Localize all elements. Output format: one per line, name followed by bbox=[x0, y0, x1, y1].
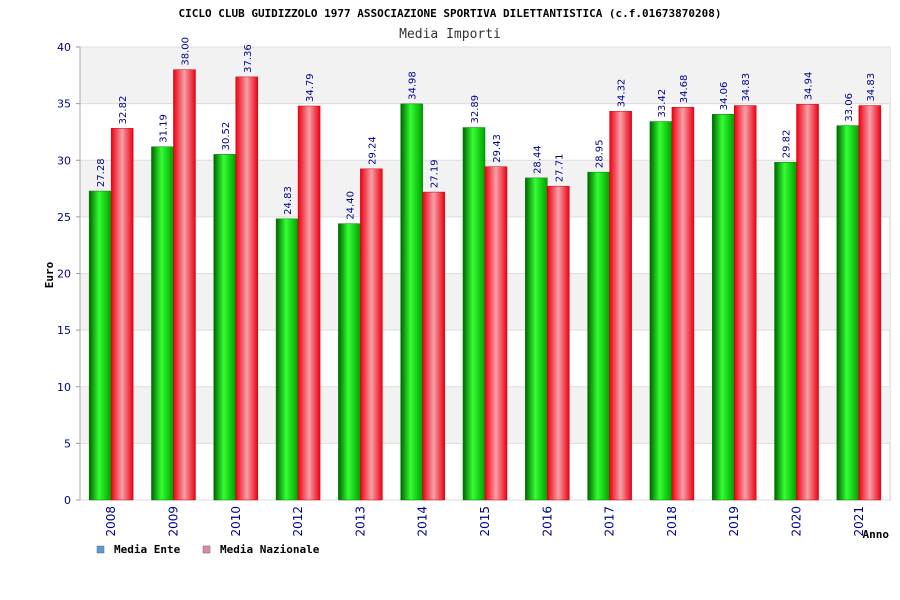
x-tick-label: 2008 bbox=[104, 506, 118, 537]
value-label: 34.83 bbox=[866, 73, 877, 102]
value-label: 33.06 bbox=[844, 93, 855, 122]
value-label: 34.94 bbox=[804, 72, 815, 101]
bar-media-nazionale-2009 bbox=[173, 69, 196, 501]
legend-swatch bbox=[202, 545, 211, 554]
plot-band bbox=[80, 47, 890, 104]
bar-media-ente-2019 bbox=[711, 114, 735, 501]
x-axis-ticks: 2008 2009 2010 2012 2013 2014 2015 2016 2017 2018… bbox=[104, 506, 866, 537]
legend-label: Media Ente bbox=[114, 543, 181, 556]
bar-media-ente-2021 bbox=[836, 125, 860, 501]
value-label: 24.83 bbox=[283, 186, 294, 215]
legend-swatch bbox=[96, 545, 105, 554]
bar-media-nazionale-2015 bbox=[484, 166, 508, 501]
bar-media-nazionale-2018 bbox=[671, 106, 695, 501]
value-label: 34.83 bbox=[741, 73, 752, 102]
bar-media-nazionale-2008 bbox=[110, 128, 134, 501]
value-label: 29.24 bbox=[367, 136, 378, 165]
value-label: 34.06 bbox=[719, 82, 730, 111]
value-label: 33.42 bbox=[657, 89, 668, 118]
value-label: 29.82 bbox=[782, 130, 793, 159]
y-axis-label: Euro bbox=[43, 261, 56, 288]
y-tick-label: 15 bbox=[57, 324, 71, 337]
value-label: 27.19 bbox=[430, 159, 441, 188]
bar-media-nazionale-2013 bbox=[360, 168, 383, 501]
legend-label: Media Nazionale bbox=[220, 543, 320, 556]
y-tick-label: 10 bbox=[57, 381, 71, 394]
bar-media-ente-2020 bbox=[774, 162, 797, 501]
bar-media-ente-2018 bbox=[649, 121, 673, 501]
bar-media-nazionale-2016 bbox=[547, 185, 570, 501]
chart-title: CICLO CLUB GUIDIZZOLO 1977 ASSOCIAZIONE … bbox=[178, 7, 721, 20]
x-axis-label: Anno bbox=[863, 528, 890, 541]
x-tick-label: 2015 bbox=[478, 506, 492, 537]
y-tick-label: 40 bbox=[57, 41, 71, 54]
x-tick-label: 2010 bbox=[229, 506, 243, 537]
bar-media-ente-2012 bbox=[275, 218, 299, 501]
bar-media-ente-2017 bbox=[587, 171, 610, 501]
value-label: 34.79 bbox=[305, 73, 316, 102]
bar-media-nazionale-2017 bbox=[609, 111, 632, 501]
y-axis-ticks: 0 5 10 15 20 25 30 35 40 bbox=[57, 41, 81, 507]
value-label: 31.19 bbox=[158, 114, 169, 143]
value-label: 34.98 bbox=[408, 71, 419, 100]
value-label: 27.71 bbox=[554, 154, 565, 183]
y-tick-label: 5 bbox=[64, 437, 71, 450]
bar-media-nazionale-2012 bbox=[297, 105, 321, 501]
x-tick-label: 2020 bbox=[790, 506, 804, 537]
bar-media-nazionale-2020 bbox=[796, 104, 819, 501]
value-label: 28.44 bbox=[532, 145, 543, 174]
value-label: 28.95 bbox=[595, 140, 606, 169]
bar-media-ente-2010 bbox=[213, 154, 237, 501]
value-label: 30.52 bbox=[221, 122, 232, 151]
value-label: 24.40 bbox=[345, 191, 356, 220]
bar-media-nazionale-2014 bbox=[422, 191, 445, 501]
y-tick-label: 30 bbox=[57, 154, 71, 167]
value-label: 29.43 bbox=[492, 134, 503, 163]
y-tick-label: 0 bbox=[64, 494, 71, 507]
x-tick-label: 2017 bbox=[603, 506, 617, 537]
value-label: 34.32 bbox=[617, 79, 628, 108]
legend: Media Ente Media Nazionale bbox=[96, 543, 320, 556]
bars bbox=[88, 69, 882, 501]
bar-media-ente-2013 bbox=[338, 223, 361, 501]
x-tick-label: 2013 bbox=[353, 506, 367, 537]
bar-media-ente-2009 bbox=[151, 146, 174, 501]
bar-media-nazionale-2021 bbox=[858, 105, 882, 501]
y-tick-label: 25 bbox=[57, 211, 71, 224]
x-tick-label: 2012 bbox=[291, 506, 305, 537]
bar-media-ente-2008 bbox=[88, 190, 112, 501]
y-tick-label: 20 bbox=[57, 268, 71, 281]
value-label: 37.36 bbox=[243, 44, 254, 73]
y-tick-label: 35 bbox=[57, 98, 71, 111]
x-tick-label: 2014 bbox=[416, 506, 430, 537]
bar-media-ente-2016 bbox=[525, 177, 548, 501]
x-tick-label: 2019 bbox=[727, 506, 741, 537]
x-tick-label: 2021 bbox=[852, 506, 866, 537]
x-tick-label: 2016 bbox=[540, 506, 554, 537]
bar-media-ente-2015 bbox=[462, 127, 486, 501]
value-label: 32.82 bbox=[118, 96, 129, 125]
value-label: 27.28 bbox=[96, 158, 107, 187]
bar-media-nazionale-2019 bbox=[733, 105, 757, 501]
bar-media-nazionale-2010 bbox=[235, 76, 259, 501]
value-label: 38.00 bbox=[180, 37, 191, 66]
value-label: 34.68 bbox=[679, 75, 690, 104]
x-tick-label: 2009 bbox=[166, 506, 180, 537]
bar-media-ente-2014 bbox=[400, 103, 423, 501]
x-tick-label: 2018 bbox=[665, 506, 679, 537]
value-labels: 27.28 32.82 31.19 38.00 30.52 37.36 24.83 34.79… bbox=[96, 37, 877, 220]
chart-subtitle: Media Importi bbox=[399, 27, 501, 42]
value-label: 32.89 bbox=[470, 95, 481, 124]
